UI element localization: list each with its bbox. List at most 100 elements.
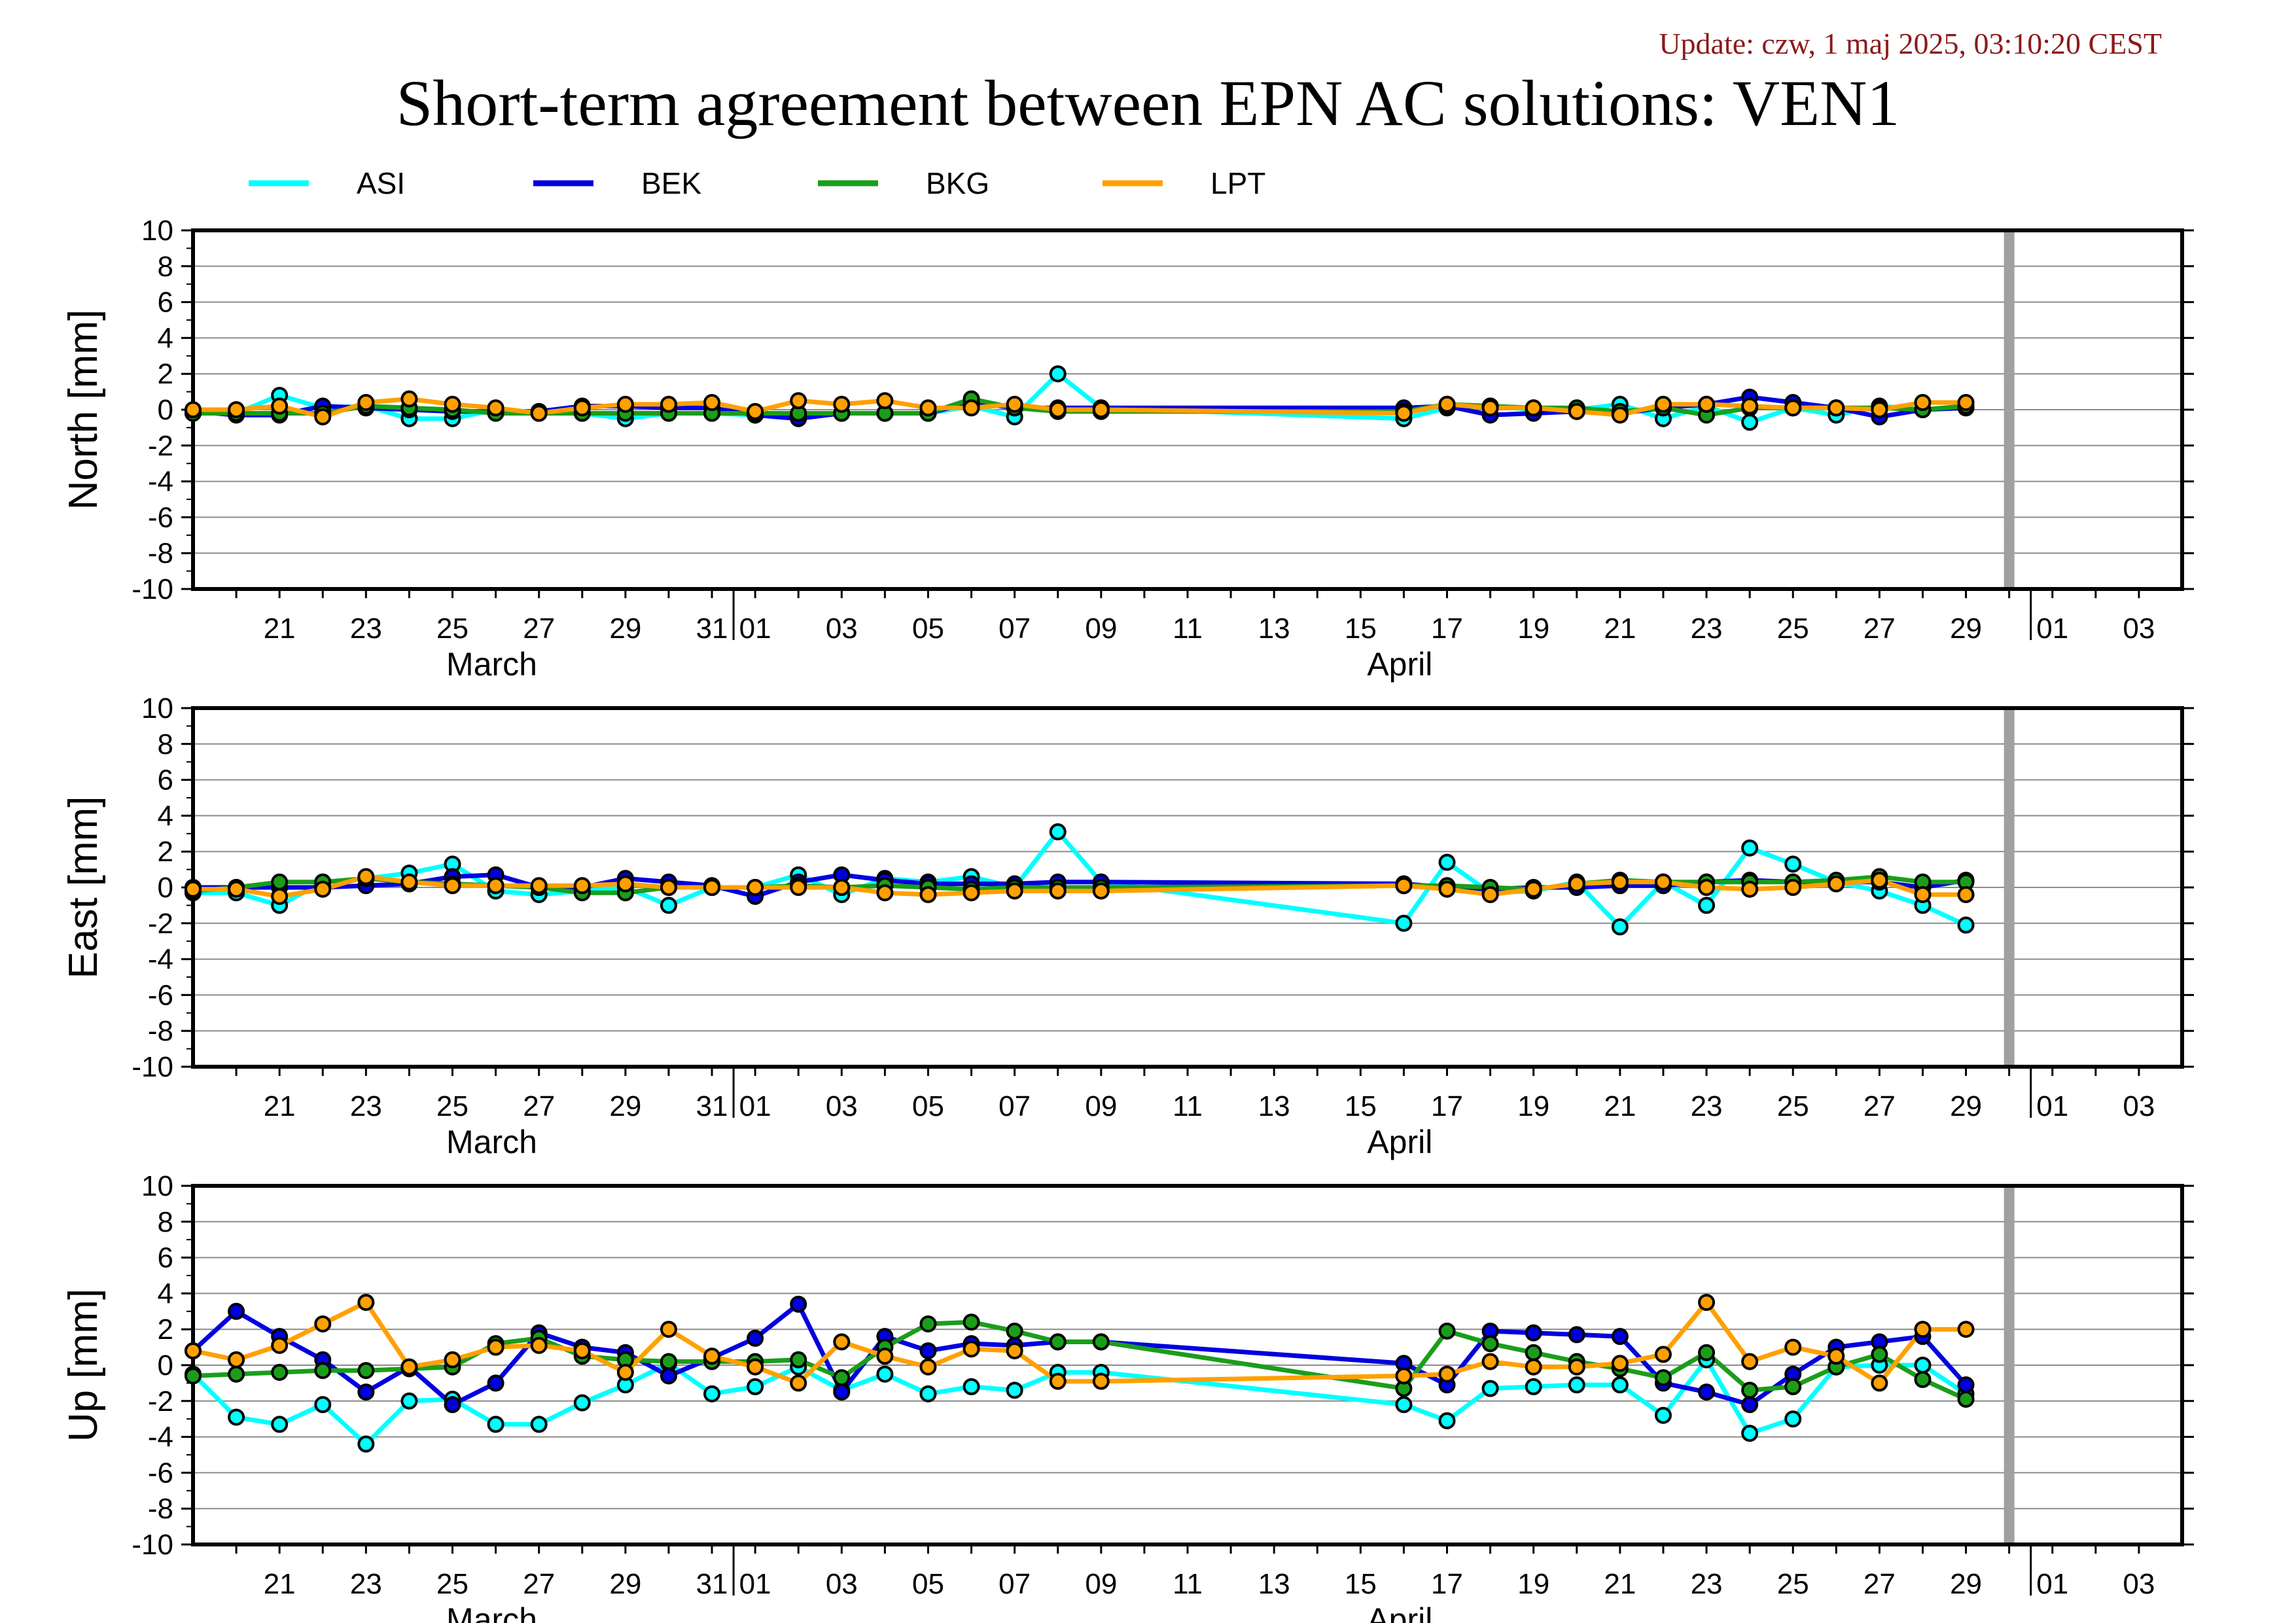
x-tick-label: 13 (1258, 1568, 1290, 1600)
data-point-asi (1784, 855, 1802, 873)
update-timestamp: Update: czw, 1 maj 2025, 03:10:20 CEST (1659, 27, 2162, 60)
data-point-bkg (1438, 1322, 1456, 1340)
y-tick-label: -8 (148, 537, 173, 569)
x-tick-label: 13 (1258, 613, 1290, 645)
data-point-lpt (228, 401, 245, 418)
data-point-asi (530, 1416, 548, 1433)
x-tick-label: 01 (739, 1568, 771, 1600)
y-tick-label: -6 (148, 979, 173, 1011)
data-point-lpt (1481, 1353, 1499, 1370)
x-tick-label: 29 (609, 613, 641, 645)
x-tick-label: 15 (1345, 1090, 1377, 1122)
data-point-asi (703, 1385, 721, 1402)
data-point-lpt (314, 880, 332, 898)
data-point-lpt (1698, 1294, 1716, 1311)
data-point-lpt (1828, 875, 1845, 893)
data-point-asi (1049, 365, 1067, 383)
month-label: March (446, 646, 537, 683)
data-point-lpt (357, 394, 375, 412)
data-point-lpt (876, 392, 894, 410)
legend-label-lpt: LPT (1210, 166, 1265, 200)
data-point-bkg (1914, 1370, 1932, 1388)
data-point-lpt (1784, 1338, 1802, 1356)
x-tick-label: 21 (1604, 1090, 1636, 1122)
data-point-asi (573, 1394, 591, 1412)
legend-label-bkg: BKG (926, 166, 989, 200)
data-point-lpt (487, 877, 504, 895)
data-point-lpt (185, 880, 202, 898)
data-point-lpt (1871, 872, 1888, 889)
x-tick-label: 07 (998, 1568, 1031, 1600)
data-point-lpt (400, 1358, 418, 1376)
data-point-lpt (228, 880, 245, 898)
data-point-bkg (963, 1313, 980, 1331)
data-point-asi (1568, 1376, 1585, 1394)
data-point-lpt (271, 397, 289, 415)
data-point-bkg (1784, 1378, 1802, 1395)
y-tick-label: 8 (158, 251, 173, 283)
x-tick-label: 07 (998, 1090, 1031, 1122)
data-point-lpt (747, 879, 764, 896)
x-tick-label: 03 (826, 1568, 858, 1600)
y-tick-label: -10 (132, 573, 173, 605)
data-point-lpt (1438, 880, 1456, 898)
current-date-marker (2004, 1186, 2015, 1544)
y-tick-label: 2 (158, 358, 173, 390)
data-point-bek (1741, 1396, 1759, 1414)
data-point-lpt (919, 399, 937, 417)
x-tick-label: 21 (264, 613, 296, 645)
data-point-lpt (660, 1321, 677, 1338)
data-point-lpt (660, 879, 677, 896)
panel-1 (181, 706, 2194, 1118)
data-point-asi (487, 1416, 504, 1433)
data-point-bkg (1957, 1391, 1975, 1408)
x-tick-label: 17 (1431, 613, 1463, 645)
data-point-lpt (703, 394, 721, 412)
data-point-lpt (400, 873, 418, 891)
data-point-bek (487, 1374, 504, 1392)
x-tick-label: 23 (1691, 613, 1723, 645)
data-point-asi (919, 1385, 937, 1402)
x-tick-label: 19 (1517, 1568, 1549, 1600)
x-tick-label: 13 (1258, 1090, 1290, 1122)
data-point-lpt (1006, 395, 1023, 413)
data-point-lpt (1871, 401, 1888, 418)
data-point-lpt (876, 884, 894, 902)
data-point-lpt (530, 877, 548, 895)
data-point-lpt (314, 1315, 332, 1332)
data-point-lpt (530, 404, 548, 422)
month-label: March (446, 1601, 537, 1623)
x-tick-label: 21 (1604, 613, 1636, 645)
data-point-asi (1525, 1378, 1542, 1395)
data-point-lpt (1784, 879, 1802, 896)
x-tick-label: 29 (1950, 613, 1982, 645)
data-point-lpt (1006, 882, 1023, 900)
x-tick-label: 25 (1777, 1568, 1809, 1600)
data-point-lpt (616, 875, 634, 893)
y-tick-label: -8 (148, 1493, 173, 1525)
data-point-lpt (1438, 395, 1456, 413)
data-point-lpt (963, 884, 980, 902)
legend-label-bek: BEK (641, 166, 701, 200)
data-point-lpt (573, 877, 591, 895)
x-tick-label: 11 (1173, 613, 1203, 645)
data-point-asi (1006, 1382, 1023, 1399)
data-point-lpt (876, 1347, 894, 1365)
y-tick-label: -10 (132, 1529, 173, 1561)
x-tick-label: 21 (264, 1568, 296, 1600)
month-label: April (1367, 1601, 1432, 1623)
data-point-bek (228, 1302, 245, 1320)
data-point-bek (747, 1329, 764, 1347)
data-point-bek (1568, 1326, 1585, 1344)
data-point-asi (1741, 839, 1759, 857)
data-point-asi (1698, 897, 1716, 914)
x-tick-label: 21 (1604, 1568, 1636, 1600)
y-tick-label: -10 (132, 1051, 173, 1083)
data-point-asi (1611, 1376, 1629, 1394)
y-tick-label: 8 (158, 1206, 173, 1238)
data-point-lpt (1092, 882, 1110, 900)
x-tick-label: 19 (1517, 1090, 1549, 1122)
panel-2 (181, 1184, 2194, 1596)
x-tick-label: 25 (436, 1090, 468, 1122)
x-tick-label: 05 (912, 1568, 944, 1600)
